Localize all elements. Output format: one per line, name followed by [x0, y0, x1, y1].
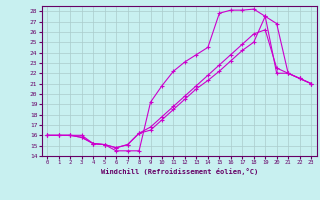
X-axis label: Windchill (Refroidissement éolien,°C): Windchill (Refroidissement éolien,°C): [100, 168, 258, 175]
